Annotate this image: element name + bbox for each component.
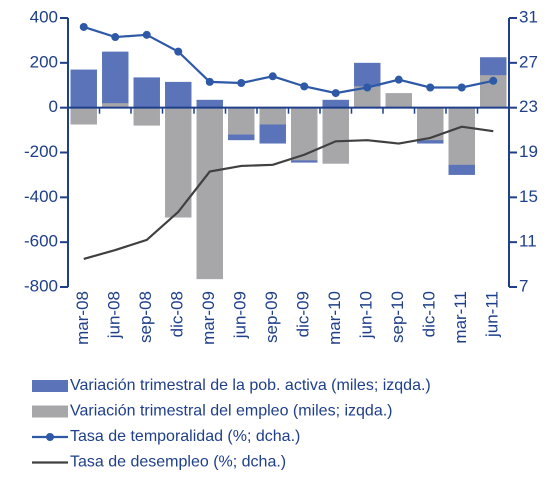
marker: [363, 83, 372, 92]
x-tick-label: mar-09: [199, 291, 218, 345]
legend-swatch: [32, 405, 68, 418]
bar: [385, 93, 412, 108]
bar: [102, 51, 129, 108]
legend-label: Tasa de temporalidad (%; dcha.): [70, 428, 300, 445]
bar: [354, 86, 381, 108]
marker: [457, 83, 466, 92]
marker: [331, 89, 340, 98]
marker: [268, 72, 277, 81]
x-tick-label: dic-08: [168, 291, 187, 337]
x-tick-label: sep-09: [262, 291, 281, 343]
bar: [196, 99, 223, 108]
bar: [196, 107, 223, 280]
marker: [489, 76, 498, 85]
y-tick-label: 400: [30, 7, 58, 26]
legend-swatch: [32, 380, 68, 392]
x-tick-label: dic-09: [294, 291, 313, 337]
x-tick-label: jun-08: [105, 291, 124, 339]
bar: [228, 107, 255, 135]
bar: [322, 107, 349, 164]
bar: [259, 107, 286, 125]
y2-tick-label: 31: [519, 7, 538, 26]
marker: [394, 75, 403, 84]
line: [83, 25, 494, 95]
bar: [133, 77, 160, 108]
legend-marker: [46, 433, 54, 441]
y2-tick-label: 11: [519, 232, 537, 251]
marker: [205, 77, 214, 86]
x-tick-label: mar-10: [325, 291, 344, 345]
bar: [291, 107, 318, 161]
x-tick-label: jun-10: [357, 291, 376, 339]
line: [83, 125, 494, 261]
x-tick-label: sep-10: [388, 291, 407, 343]
x-tick-label: dic-10: [420, 291, 439, 337]
bar: [322, 99, 349, 108]
legend-label: Variación trimestral de la pob. activa (…: [70, 377, 431, 394]
y2-tick-label: 15: [519, 187, 538, 206]
x-tick-label: jun-09: [231, 291, 250, 339]
x-tick-label: sep-08: [136, 291, 155, 343]
marker: [300, 82, 309, 91]
marker: [142, 30, 151, 39]
y-tick-label: -400: [24, 187, 58, 206]
y-tick-label: -600: [24, 232, 58, 251]
y2-tick-label: 7: [519, 276, 528, 295]
marker: [111, 33, 120, 42]
marker: [426, 83, 435, 92]
x-tick-label: mar-11: [451, 291, 470, 344]
bar: [448, 107, 475, 165]
bar: [133, 107, 160, 126]
marker: [174, 47, 183, 56]
bar: [70, 69, 97, 108]
legend-label: Variación trimestral del empleo (miles; …: [70, 403, 392, 420]
y-tick-label: 0: [49, 97, 58, 116]
y2-tick-label: 19: [519, 142, 538, 161]
marker: [79, 22, 88, 31]
x-tick-label: jun-11: [483, 291, 502, 338]
bar: [70, 107, 97, 125]
y-tick-label: -200: [24, 142, 58, 161]
legend-label: Tasa de desempleo (%; dcha.): [70, 454, 286, 471]
y2-tick-label: 23: [519, 97, 538, 116]
y-tick-label: 200: [30, 52, 58, 71]
y-tick-label: -800: [24, 276, 58, 295]
marker: [237, 79, 246, 88]
bar: [102, 103, 129, 108]
bar: [165, 81, 192, 108]
x-tick-label: mar-08: [73, 291, 92, 345]
y2-tick-label: 27: [519, 52, 538, 71]
